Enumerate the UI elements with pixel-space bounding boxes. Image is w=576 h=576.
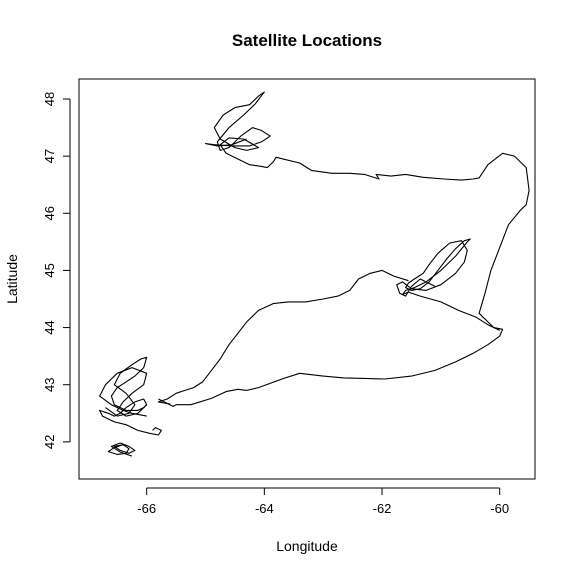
y-tick-label: 43 — [42, 377, 57, 391]
x-tick-label: -64 — [255, 501, 274, 516]
y-tick-label: 45 — [42, 263, 57, 277]
y-tick-label: 47 — [42, 149, 57, 163]
track-line-4 — [99, 367, 162, 436]
y-tick-label: 44 — [42, 320, 57, 334]
y-tick-label: 48 — [42, 92, 57, 106]
track-line-3 — [157, 269, 409, 405]
track-line-1 — [158, 91, 530, 407]
x-tick-label: -66 — [137, 501, 156, 516]
x-tick-label: -60 — [490, 501, 509, 516]
x-tick-label: -62 — [373, 501, 392, 516]
track-line-5 — [105, 356, 148, 417]
plot-frame — [78, 78, 536, 480]
series-layer — [99, 91, 530, 457]
track-line-2 — [396, 238, 500, 331]
y-axis-label: Latitude — [4, 254, 20, 304]
chart-title: Satellite Locations — [232, 31, 382, 50]
y-axis: 42 43 44 45 46 47 48 — [42, 92, 71, 449]
y-tick-label: 46 — [42, 206, 57, 220]
x-axis-label: Longitude — [276, 538, 338, 554]
x-axis: -66 -64 -62 -60 — [137, 487, 509, 516]
y-tick-label: 42 — [42, 435, 57, 449]
track-line-6 — [107, 442, 136, 457]
